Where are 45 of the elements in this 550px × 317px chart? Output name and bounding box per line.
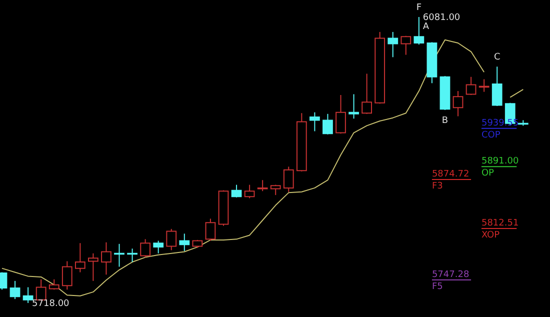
- candlestick: [114, 243, 124, 268]
- candlestick: [244, 184, 255, 199]
- candlestick: [400, 35, 412, 56]
- candlestick: [283, 166, 294, 192]
- candlestick: [127, 248, 138, 263]
- candlestick: [362, 73, 372, 114]
- annotation: F: [416, 2, 422, 13]
- candlestick: [310, 112, 320, 132]
- candlestick: [101, 242, 112, 276]
- candlestick: [88, 252, 98, 282]
- annotation: 5812.51: [481, 218, 519, 229]
- annotation: 5718.00: [32, 298, 70, 309]
- candlestick: [414, 16, 424, 46]
- candlestick: [231, 184, 242, 198]
- ref-line-label: XOP: [481, 230, 500, 241]
- candlestick: [10, 280, 20, 300]
- ref-line-label: F5: [432, 282, 443, 292]
- ref-line-label: COP: [481, 130, 501, 140]
- candlestick: [478, 78, 490, 92]
- candlestick: [452, 90, 464, 117]
- ref-line-label: OP: [481, 168, 495, 179]
- candlestick: [22, 286, 34, 304]
- annotation: 5939.55: [481, 118, 519, 128]
- candlestick: [336, 94, 346, 134]
- candlestick: [140, 238, 151, 258]
- candlestick: [74, 242, 86, 273]
- annotation: 5747.28: [432, 270, 470, 280]
- candlestick: [153, 240, 164, 254]
- annotation: C: [494, 52, 500, 63]
- ref-line-label: F3: [432, 182, 443, 192]
- candlestick: [62, 260, 72, 290]
- candlestick: [166, 228, 177, 251]
- candlestick: [466, 76, 476, 96]
- annotation: 6081.00: [422, 12, 460, 23]
- annotation: B: [442, 116, 448, 126]
- annotation: 5874.72: [432, 170, 470, 180]
- candlestick: [205, 218, 216, 242]
- candlestick: [179, 233, 190, 252]
- candlestick: [257, 180, 268, 192]
- candlestick: [322, 113, 333, 135]
- candlestick: [348, 94, 359, 120]
- candlestick: [388, 31, 398, 58]
- candlestick: [492, 66, 502, 107]
- annotation: 5891.00: [481, 156, 519, 167]
- annotation: A: [422, 22, 430, 32]
